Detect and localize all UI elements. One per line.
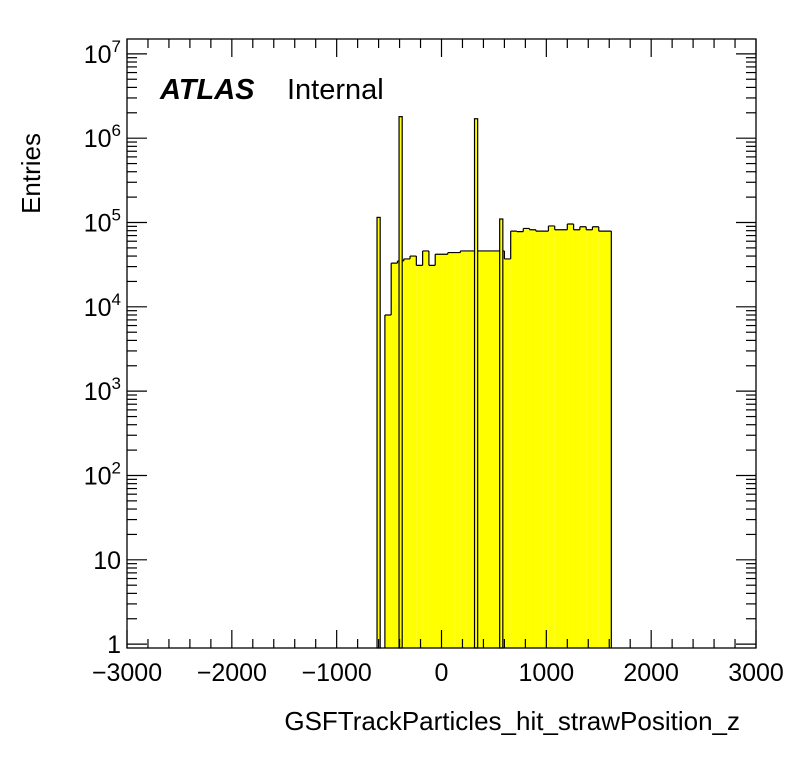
plot-frame [126, 38, 757, 649]
atlas-label: ATLAS [159, 74, 255, 106]
histogram-spike [473, 118, 479, 649]
histogram-bin [523, 228, 530, 648]
histogram-bin [384, 315, 392, 648]
histogram-bin [491, 250, 499, 648]
x-tick-label: 1000 [519, 659, 575, 687]
histogram-bars [376, 116, 612, 649]
y-tick-label: 102 [84, 458, 121, 490]
histogram-bin [485, 250, 492, 648]
histogram-spike [398, 116, 403, 649]
histogram-bin [466, 250, 473, 648]
histogram-bin [542, 231, 549, 649]
y-tick-label: 106 [84, 121, 121, 153]
x-tick-label: −2000 [197, 659, 267, 687]
histogram-bin [504, 258, 511, 648]
histogram-bin [460, 250, 467, 648]
y-tick-label: 10 [93, 547, 121, 575]
histogram-bin [586, 229, 593, 648]
histogram-bin [403, 258, 411, 648]
histogram-bin [548, 225, 555, 648]
y-tick-label: 103 [84, 374, 121, 406]
histogram-bin [605, 231, 612, 649]
y-tick-label: 107 [84, 37, 121, 69]
y-tick-label: 1 [107, 631, 121, 659]
x-tick-label: 2000 [623, 659, 679, 687]
histogram-bin [554, 229, 562, 648]
histogram-bin [535, 231, 543, 649]
histogram-bin [391, 263, 398, 648]
histogram-bin [573, 229, 580, 648]
y-tick-label: 105 [84, 206, 121, 238]
histogram-bin [447, 252, 455, 648]
histogram-bin [510, 231, 517, 649]
histogram-bin [435, 254, 442, 648]
y-tick-label: 104 [84, 290, 121, 322]
histogram-bin [441, 254, 448, 648]
histogram-outline [384, 223, 612, 648]
x-tick-label: −3000 [92, 659, 162, 687]
histogram-bin [592, 226, 599, 648]
axis-ticks [126, 39, 757, 648]
histogram-bin [529, 229, 536, 648]
tick-labels: −3000 −2000 −1000 0 1000 2000 3000 1 10 102 103 104… [84, 37, 784, 687]
x-tick-label: 0 [435, 659, 449, 687]
histogram-bin [479, 250, 486, 648]
histogram-bin [561, 229, 568, 648]
y-axis-title: Entries [16, 133, 46, 214]
histogram-bin [567, 223, 574, 649]
histogram-spike [376, 216, 381, 649]
histogram-bin [579, 226, 587, 648]
histogram-bin [410, 256, 417, 648]
x-tick-label: 3000 [728, 659, 784, 687]
histogram-bin [516, 231, 524, 649]
histogram-bin [598, 231, 606, 649]
internal-label: Internal [287, 74, 384, 106]
histogram-bin [422, 250, 429, 648]
histogram-bin [454, 252, 461, 648]
histogram-bin [416, 265, 423, 648]
x-axis-title: GSFTrackParticles_hit_strawPosition_z [284, 706, 740, 736]
histogram-spike [499, 218, 504, 649]
histogram-bin [428, 265, 436, 648]
x-tick-label: −1000 [302, 659, 372, 687]
